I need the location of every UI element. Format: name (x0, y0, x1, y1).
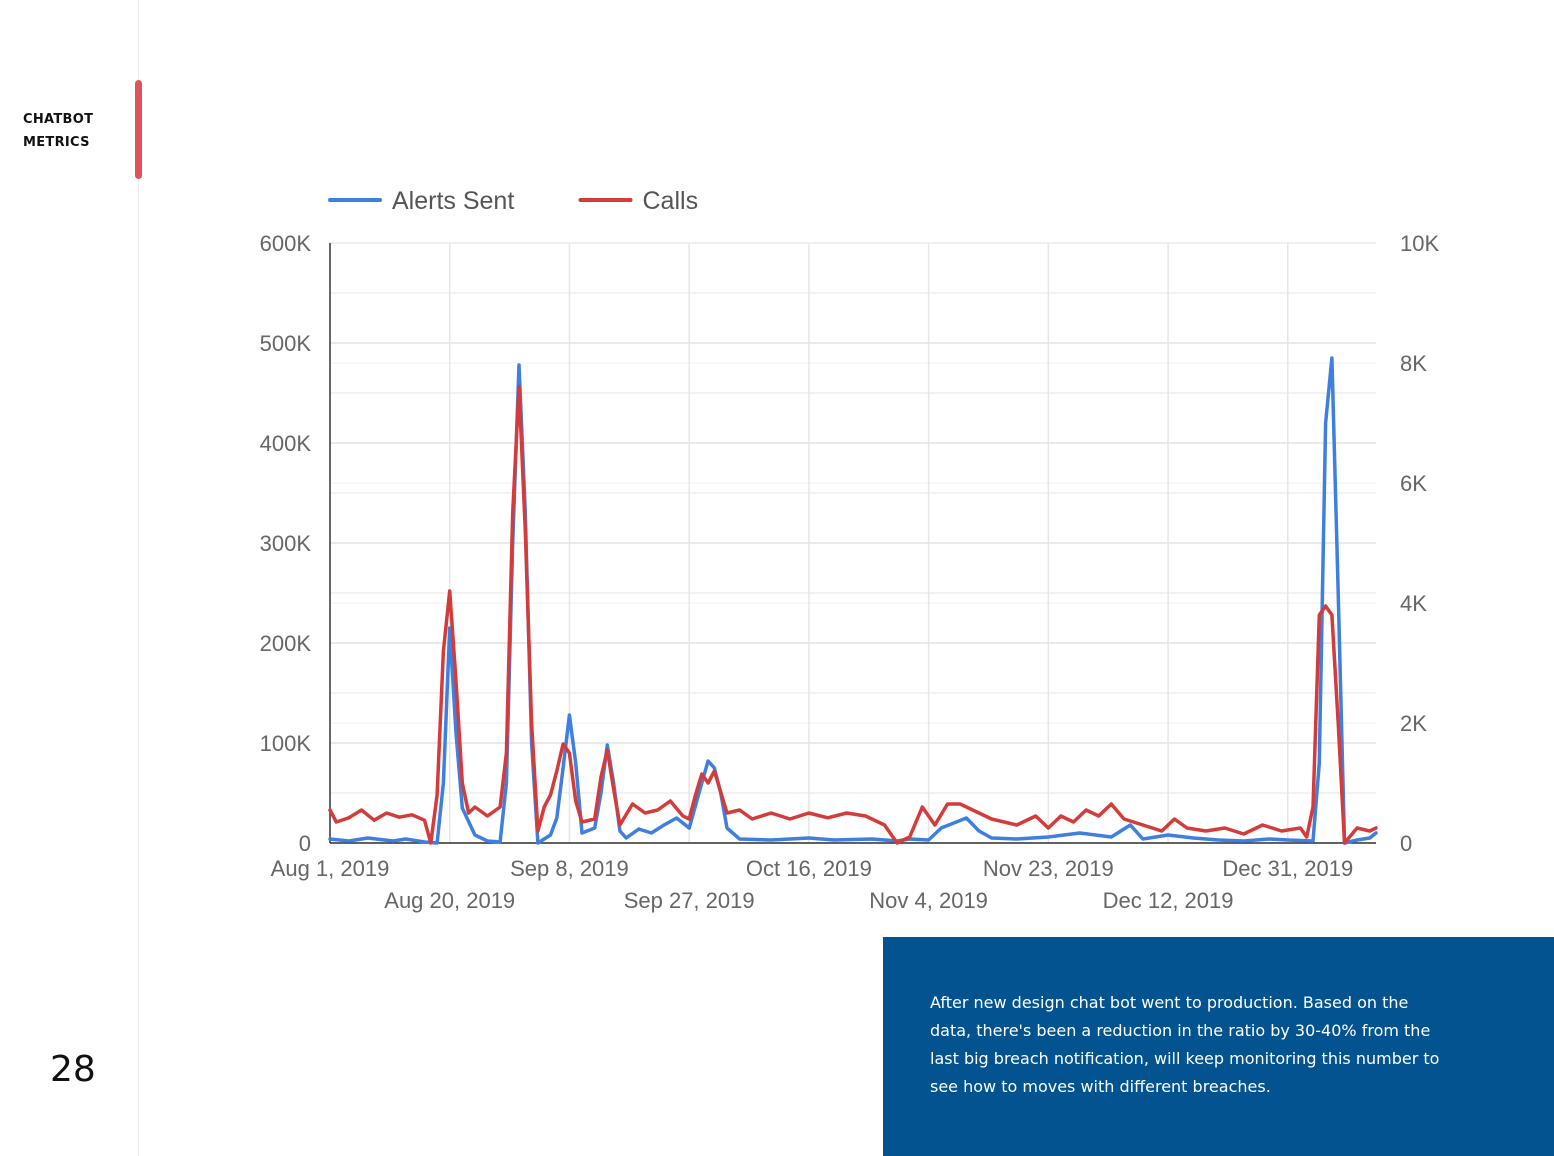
y-right-tick-label: 10K (1400, 231, 1439, 256)
x-tick-label: Nov 4, 2019 (869, 888, 988, 913)
chart-legend[interactable]: Alerts Sent Calls (328, 187, 699, 215)
y-right-tick-label: 0 (1400, 831, 1412, 856)
y-left-tick-label: 0 (299, 831, 311, 856)
section-label-line1: CHATBOT (23, 112, 94, 127)
y-left-tick-label: 300K (260, 531, 312, 556)
x-tick-label: Oct 16, 2019 (746, 856, 872, 881)
series-line-alerts-sent (328, 356, 1378, 845)
page-number: 28 (50, 1049, 96, 1090)
chart-axes: 0 100K 200K 300K 400K 500K 600K 0 2K 4K 6K 8K 10K Aug… (260, 231, 1440, 913)
x-tick-label: Sep 8, 2019 (510, 856, 629, 881)
section-label: CHATBOT METRICS (23, 108, 123, 154)
legend-label: Calls (643, 187, 699, 215)
y-left-tick-label: 400K (260, 431, 312, 456)
y-left-tick-label: 500K (260, 331, 312, 356)
x-tick-label: Aug 20, 2019 (384, 888, 515, 913)
y-left-tick-label: 600K (260, 231, 312, 256)
x-tick-label: Nov 23, 2019 (983, 856, 1114, 881)
chart-series (328, 356, 1378, 845)
legend-item[interactable]: Alerts Sent (328, 187, 514, 215)
legend-label: Alerts Sent (392, 187, 514, 215)
sidebar-divider (138, 0, 139, 1156)
x-tick-label: Dec 12, 2019 (1103, 888, 1234, 913)
x-tick-label: Aug 1, 2019 (271, 856, 390, 881)
section-accent-bar (135, 80, 142, 179)
legend-item[interactable]: Calls (578, 187, 699, 215)
section-label-line2: METRICS (23, 135, 90, 150)
y-right-tick-label: 2K (1400, 711, 1427, 736)
insight-text: After new design chat bot went to produc… (930, 993, 1440, 1096)
y-right-tick-label: 8K (1400, 351, 1427, 376)
x-tick-label: Sep 27, 2019 (624, 888, 755, 913)
chart-grid (330, 242, 1376, 844)
dual-axis-line-chart: 0 100K 200K 300K 400K 500K 600K 0 2K 4K 6K 8K 10K Aug… (260, 187, 1440, 913)
y-left-tick-label: 100K (260, 731, 312, 756)
y-right-tick-label: 4K (1400, 591, 1427, 616)
insight-callout: After new design chat bot went to produc… (883, 937, 1554, 1156)
x-tick-label: Dec 31, 2019 (1222, 856, 1353, 881)
y-right-tick-label: 6K (1400, 471, 1427, 496)
y-left-tick-label: 200K (260, 631, 312, 656)
series-line-calls (328, 385, 1378, 845)
